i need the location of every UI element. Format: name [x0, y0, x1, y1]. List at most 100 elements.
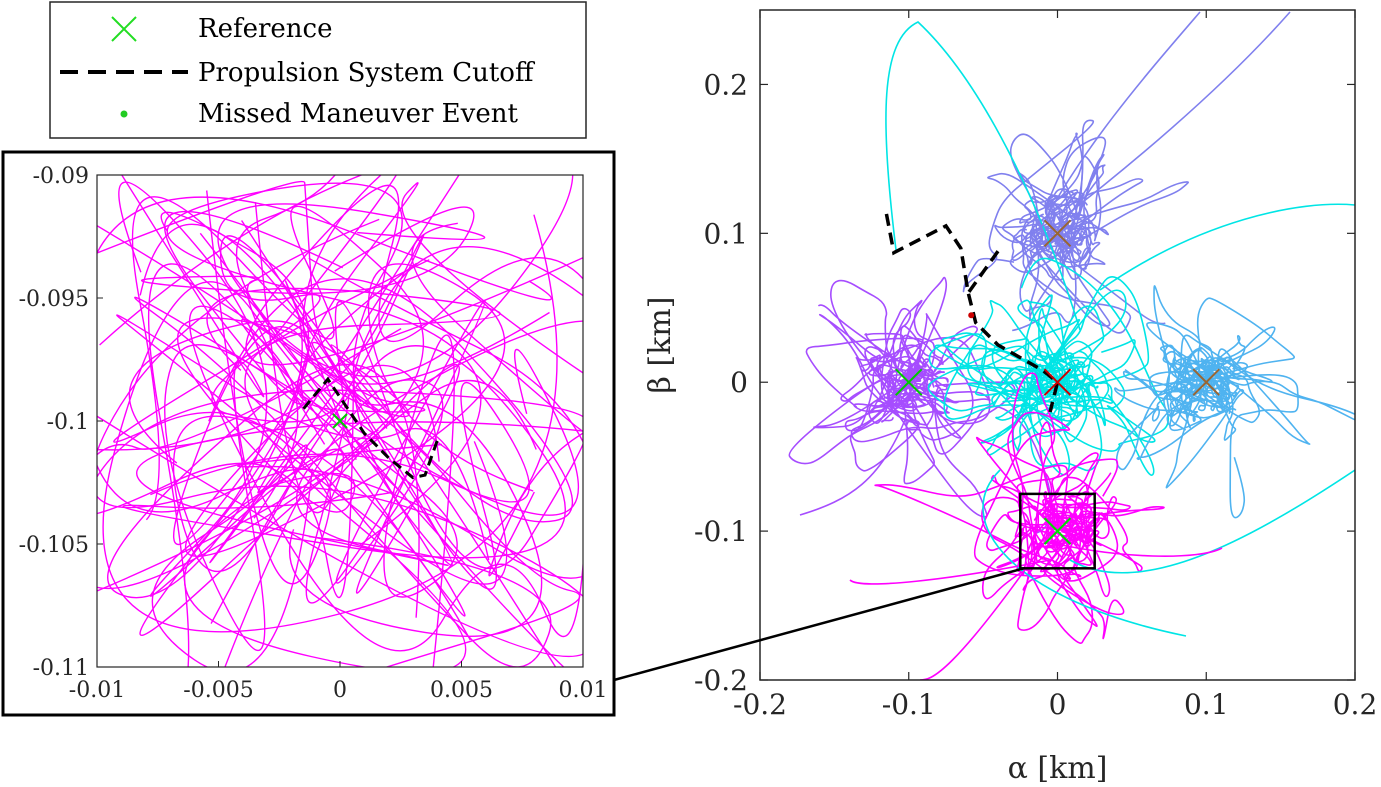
inset-trajectory: [113, 235, 388, 502]
trajectory-excursion: [799, 419, 906, 516]
y-tick-label: -0.2: [694, 664, 748, 697]
inset-axis-ticks: -0.01 -0.005 0 0.005 0.01 -0.09 -0.095 -0.1 -0.1…: [19, 164, 608, 703]
inset-trajectory: [245, 184, 583, 366]
inset-trajectory: [259, 175, 410, 418]
trajectory-excursion: [849, 559, 1051, 585]
trajectory-1: [1019, 132, 1089, 259]
trajectory-4: [973, 411, 1119, 582]
inset-trajectory: [166, 182, 482, 566]
legend-reference-label: Reference: [198, 14, 332, 44]
x-tick-label: -0.2: [733, 688, 787, 721]
inset-trajectory: [134, 296, 552, 667]
inset-trajectory: [97, 389, 583, 590]
inset-y-tick-label: -0.09: [33, 164, 89, 189]
trajectory-excursion: [1039, 539, 1223, 557]
y-tick-label: 0.2: [703, 68, 748, 101]
trajectory-2: [934, 344, 1103, 472]
reference-marker: [1043, 219, 1072, 248]
inset-y-tick-label: -0.105: [19, 533, 89, 558]
inset-trajectory: [97, 190, 553, 585]
trajectory-1: [1019, 191, 1106, 312]
trajectory-excursion: [1059, 11, 1291, 221]
x-tick-label: -0.1: [882, 688, 936, 721]
inset-cutoff-path: [302, 376, 439, 480]
x-tick-label: 0: [1049, 688, 1067, 721]
trajectory-2: [941, 276, 1150, 443]
inset-trajectory: [97, 224, 581, 667]
missed-maneuver-event: [968, 312, 975, 319]
inset-cutoff-path: [302, 376, 439, 480]
main-trajectories: [788, 11, 1355, 680]
main-reference-markers: [895, 219, 1220, 545]
inset-trajectory: [102, 214, 565, 667]
inset-trajectory: [97, 196, 425, 592]
inset-trajectory: [116, 314, 508, 585]
main-chart: -0.2 -0.1 0 0.1 0.2 -0.2 -0.1 0 0.1 0.2 α [km] β …: [643, 9, 1377, 786]
y-tick-label: 0.1: [703, 217, 748, 250]
inset-y-tick-label: -0.095: [19, 287, 89, 312]
cutoff-path: [884, 213, 1060, 413]
inset-y-tick-label: -0.11: [33, 656, 89, 681]
trajectory-3: [1148, 348, 1236, 416]
main-y-axis-label: β [km]: [643, 297, 678, 394]
trajectory-2: [927, 299, 1086, 421]
trajectory-excursion: [982, 469, 1187, 637]
legend-cutoff-label: Propulsion System Cutoff: [198, 58, 536, 88]
inset-trajectory: [136, 320, 583, 567]
inset-reference-marker: [332, 413, 348, 429]
legend-missed-maneuver-label: Missed Maneuver Event: [198, 99, 518, 129]
trajectory-excursion: [885, 21, 1081, 331]
trajectory-excursion: [1039, 11, 1201, 231]
trajectory-0: [853, 336, 991, 427]
inset-trajectory: [141, 206, 475, 445]
inset-x-tick-label: -0.005: [183, 678, 253, 703]
zoom-region-box: [1019, 492, 1096, 570]
inset-trajectory: [177, 175, 460, 513]
inset-trajectory: [128, 311, 550, 546]
inset-trajectory: [97, 218, 583, 658]
trajectory-0: [879, 325, 978, 412]
trajectory-1: [962, 119, 1190, 293]
legend-reference-marker: [111, 16, 137, 42]
inset-chart: -0.01 -0.005 0 0.005 0.01 -0.09 -0.095 -0.1 -0.1…: [1, 150, 616, 717]
inset-trajectory: [235, 175, 580, 516]
x-tick-label: 0.1: [1184, 688, 1229, 721]
y-tick-label: 0: [730, 366, 748, 399]
main-cutoff-paths: [884, 213, 1060, 413]
inset-trajectory: [120, 175, 406, 652]
trajectory-3: [1159, 344, 1261, 489]
trajectory-0: [813, 313, 950, 429]
trajectory-1: [1009, 203, 1092, 274]
trajectory-3: [1114, 334, 1273, 419]
reference-marker: [1043, 368, 1072, 396]
reference-marker: [1043, 517, 1072, 545]
main-axis-ticks: -0.2 -0.1 0 0.1 0.2 -0.2 -0.1 0 0.1 0.2: [694, 10, 1377, 721]
trajectory-4: [986, 452, 1110, 573]
inset-trajectory: [334, 222, 583, 570]
inset-x-tick-label: 0: [333, 678, 347, 703]
zoom-connector-line: [613, 566, 1026, 682]
inset-x-tick-label: 0.01: [559, 678, 608, 703]
trajectory-excursion: [1069, 469, 1355, 574]
cutoff-path: [966, 250, 1000, 294]
reference-marker: [895, 368, 923, 396]
main-x-axis-label: α [km]: [1008, 751, 1108, 786]
inset-trajectory: [97, 327, 402, 599]
inset-trajectory: [122, 345, 566, 624]
trajectory-2: [980, 257, 1170, 452]
legend: Reference Propulsion System Cutoff Misse…: [49, 1, 587, 139]
legend-box: [49, 1, 587, 139]
inset-trajectory: [237, 257, 583, 579]
inset-reference-marker: [332, 413, 348, 429]
trajectory-2: [928, 333, 1136, 415]
inset-x-tick-label: -0.01: [69, 678, 125, 703]
inset-trajectory: [163, 182, 583, 405]
inset-trajectory: [118, 181, 344, 597]
inset-trajectory: [188, 305, 583, 652]
trajectory-4: [1016, 421, 1100, 575]
legend-missed-maneuver-marker: [120, 110, 128, 118]
y-tick-label: -0.1: [694, 515, 748, 548]
inset-y-tick-label: -0.1: [47, 410, 89, 435]
reference-marker: [1192, 368, 1220, 396]
